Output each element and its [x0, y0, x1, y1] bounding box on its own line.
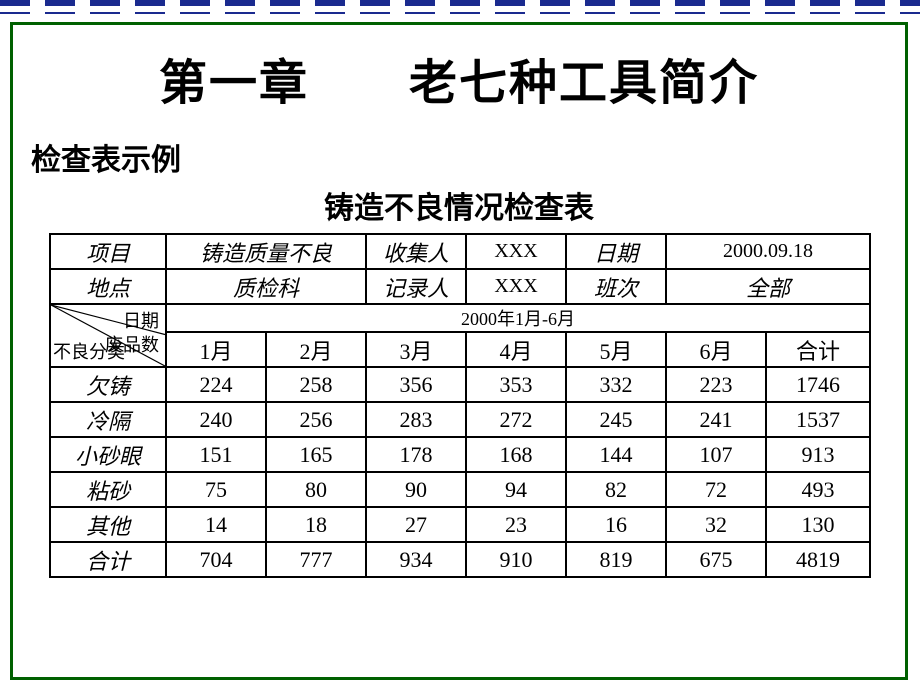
table-row: 欠铸2242583563533322231746 — [50, 367, 870, 402]
month-cell: 3月 — [366, 332, 466, 367]
data-cell: 32 — [666, 507, 766, 542]
data-cell: 241 — [666, 402, 766, 437]
data-cell: 75 — [166, 472, 266, 507]
cell: 记录人 — [366, 269, 466, 304]
slide-frame: 第一章 老七种工具简介 检查表示例 铸造不良情况检查表 项目 铸造质量不良 收集… — [10, 22, 908, 680]
table-row: 冷隔2402562832722452411537 — [50, 402, 870, 437]
month-cell: 合计 — [766, 332, 870, 367]
row-label: 粘砂 — [50, 472, 166, 507]
data-cell: 675 — [666, 542, 766, 577]
data-cell: 151 — [166, 437, 266, 472]
cell: 质检科 — [166, 269, 366, 304]
data-cell: 332 — [566, 367, 666, 402]
data-cell: 819 — [566, 542, 666, 577]
data-cell: 272 — [466, 402, 566, 437]
row-label: 小砂眼 — [50, 437, 166, 472]
month-cell: 4月 — [466, 332, 566, 367]
data-cell: 18 — [266, 507, 366, 542]
diagonal-header: 日期 废品数 不良分类 — [50, 304, 166, 367]
data-cell: 178 — [366, 437, 466, 472]
data-cell: 283 — [366, 402, 466, 437]
data-cell: 934 — [366, 542, 466, 577]
cell: XXX — [466, 234, 566, 269]
row-label: 合计 — [50, 542, 166, 577]
row-label: 冷隔 — [50, 402, 166, 437]
cell: 收集人 — [366, 234, 466, 269]
data-cell: 94 — [466, 472, 566, 507]
data-cell: 168 — [466, 437, 566, 472]
data-cell: 80 — [266, 472, 366, 507]
row-label: 其他 — [50, 507, 166, 542]
period-cell: 2000年1月-6月 — [166, 304, 870, 332]
data-cell: 90 — [366, 472, 466, 507]
diag-bottom: 不良分类 — [53, 338, 125, 364]
check-table: 项目 铸造质量不良 收集人 XXX 日期 2000.09.18 地点 质检科 记… — [49, 233, 869, 578]
month-cell: 6月 — [666, 332, 766, 367]
period-row: 日期 废品数 不良分类 2000年1月-6月 — [50, 304, 870, 332]
cell: XXX — [466, 269, 566, 304]
data-cell: 1537 — [766, 402, 870, 437]
data-cell: 493 — [766, 472, 870, 507]
info-row-1: 项目 铸造质量不良 收集人 XXX 日期 2000.09.18 — [50, 234, 870, 269]
data-cell: 356 — [366, 367, 466, 402]
data-cell: 1746 — [766, 367, 870, 402]
data-cell: 107 — [666, 437, 766, 472]
table-title: 铸造不良情况检查表 — [13, 183, 905, 227]
example-label: 检查表示例 — [31, 135, 905, 179]
data-cell: 16 — [566, 507, 666, 542]
data-cell: 165 — [266, 437, 366, 472]
data-cell: 704 — [166, 542, 266, 577]
data-cell: 353 — [466, 367, 566, 402]
data-cell: 223 — [666, 367, 766, 402]
table-row: 其他141827231632130 — [50, 507, 870, 542]
table-row: 合计7047779349108196754819 — [50, 542, 870, 577]
data-cell: 224 — [166, 367, 266, 402]
data-cell: 240 — [166, 402, 266, 437]
month-cell: 2月 — [266, 332, 366, 367]
table-row: 小砂眼151165178168144107913 — [50, 437, 870, 472]
cell: 班次 — [566, 269, 666, 304]
data-cell: 23 — [466, 507, 566, 542]
row-label: 欠铸 — [50, 367, 166, 402]
data-cell: 27 — [366, 507, 466, 542]
data-cell: 913 — [766, 437, 870, 472]
data-cell: 14 — [166, 507, 266, 542]
month-header-row: 1月 2月 3月 4月 5月 6月 合计 — [50, 332, 870, 367]
table-row: 粘砂758090948272493 — [50, 472, 870, 507]
month-cell: 1月 — [166, 332, 266, 367]
diag-top: 日期 — [123, 307, 159, 333]
data-cell: 72 — [666, 472, 766, 507]
data-cell: 144 — [566, 437, 666, 472]
page-title: 第一章 老七种工具简介 — [13, 43, 905, 113]
cell: 铸造质量不良 — [166, 234, 366, 269]
data-cell: 4819 — [766, 542, 870, 577]
data-cell: 258 — [266, 367, 366, 402]
cell: 地点 — [50, 269, 166, 304]
decorative-top-border — [0, 0, 920, 18]
data-cell: 910 — [466, 542, 566, 577]
cell: 项目 — [50, 234, 166, 269]
data-cell: 82 — [566, 472, 666, 507]
data-cell: 777 — [266, 542, 366, 577]
data-cell: 256 — [266, 402, 366, 437]
data-cell: 130 — [766, 507, 870, 542]
cell: 全部 — [666, 269, 870, 304]
month-cell: 5月 — [566, 332, 666, 367]
cell: 日期 — [566, 234, 666, 269]
cell: 2000.09.18 — [666, 234, 870, 269]
info-row-2: 地点 质检科 记录人 XXX 班次 全部 — [50, 269, 870, 304]
data-cell: 245 — [566, 402, 666, 437]
